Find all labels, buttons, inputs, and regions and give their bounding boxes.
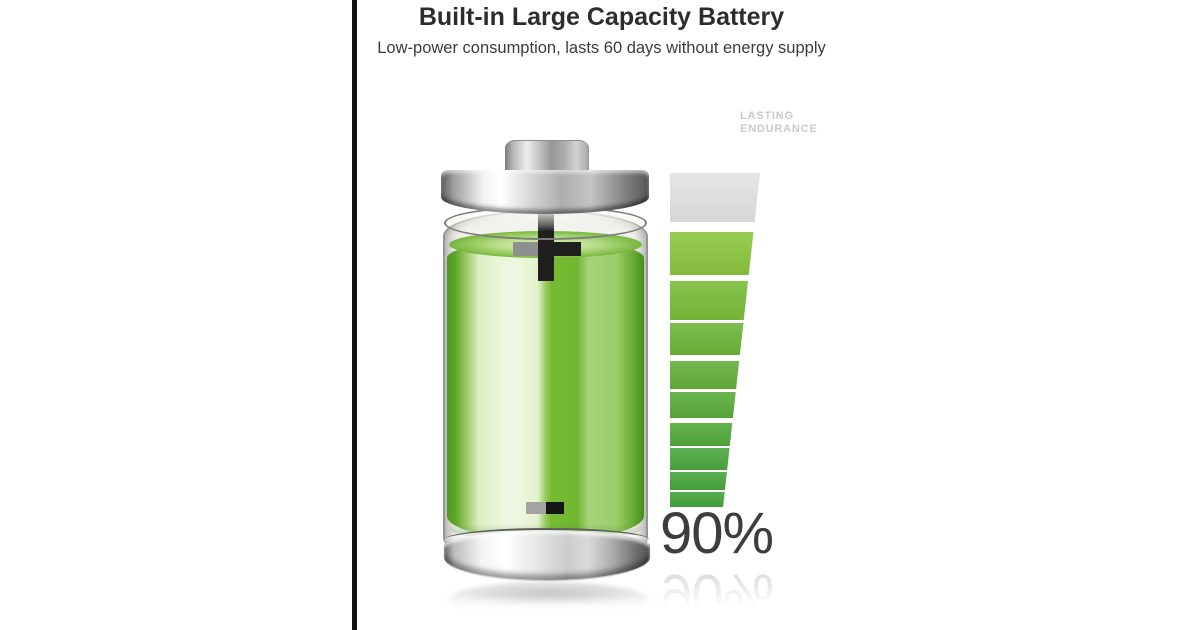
endurance-caption-line2: ENDURANCE xyxy=(740,123,818,135)
battery-shadow xyxy=(452,584,648,604)
battery-base xyxy=(444,531,650,580)
gauge-segment xyxy=(670,392,760,418)
gauge-segment xyxy=(670,232,760,275)
battery-terminal xyxy=(505,140,589,175)
gauge-segment xyxy=(670,323,760,355)
plus-arm-left xyxy=(513,242,541,256)
gauge-segment xyxy=(670,423,760,446)
battery-liquid xyxy=(447,240,644,540)
gauge-segment xyxy=(670,448,760,470)
percent-label-reflection: 90% xyxy=(660,562,774,627)
percent-label: 90% xyxy=(660,501,774,566)
gauge-segment xyxy=(670,472,760,490)
minus-right xyxy=(546,502,564,514)
endurance-caption: LASTING ENDURANCE xyxy=(740,110,817,136)
page-subtitle: Low-power consumption, lasts 60 days wit… xyxy=(377,39,826,57)
minus-left xyxy=(526,502,546,514)
vertical-divider xyxy=(352,0,357,630)
gauge-empty-segment xyxy=(670,173,760,222)
gauge-segment xyxy=(670,281,760,320)
charge-gauge xyxy=(670,173,760,507)
battery-cap xyxy=(441,170,649,214)
negative-terminal-icon xyxy=(526,502,564,514)
battery-base-reflection xyxy=(448,582,648,618)
gauge-segment xyxy=(670,361,760,389)
page-title: Built-in Large Capacity Battery xyxy=(418,3,785,31)
endurance-caption-line1: LASTING xyxy=(740,110,794,122)
header: Built-in Large Capacity Battery Low-powe… xyxy=(353,0,850,58)
